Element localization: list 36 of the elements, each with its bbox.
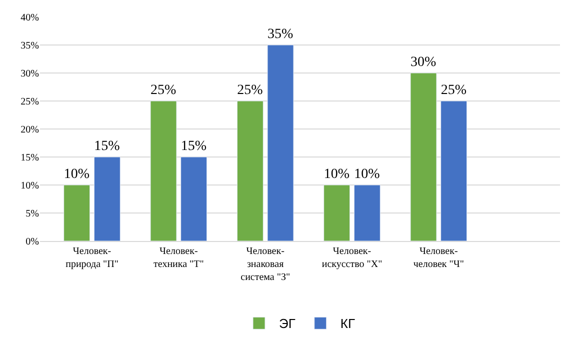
bar bbox=[324, 184, 350, 241]
data-label: 25% bbox=[150, 83, 176, 98]
y-tick-label: 10% bbox=[20, 180, 39, 192]
data-label: 10% bbox=[324, 167, 350, 182]
data-label: 10% bbox=[354, 167, 380, 182]
y-tick-label: 35% bbox=[20, 40, 39, 52]
bar bbox=[267, 44, 294, 241]
x-tick-label: Человек- искусство "Х" bbox=[322, 246, 382, 270]
legend-label: КГ bbox=[340, 316, 356, 332]
y-tick-label: 0% bbox=[26, 236, 39, 248]
bar bbox=[180, 156, 208, 241]
data-label: 25% bbox=[440, 83, 467, 98]
y-tick-label: 15% bbox=[20, 152, 39, 164]
y-tick-label: 25% bbox=[20, 96, 39, 108]
bar bbox=[354, 184, 380, 241]
data-label: 10% bbox=[64, 167, 90, 182]
bar bbox=[64, 184, 90, 241]
bar bbox=[236, 100, 264, 241]
y-tick-label: 20% bbox=[20, 124, 39, 136]
x-tick-label: Человек- знаковая система "З" bbox=[240, 246, 290, 283]
data-label: 15% bbox=[180, 139, 207, 154]
bar bbox=[410, 72, 437, 241]
data-label: 35% bbox=[268, 27, 294, 42]
bar bbox=[94, 156, 120, 241]
y-tick-label: 5% bbox=[26, 208, 39, 220]
data-label: 30% bbox=[410, 55, 436, 70]
data-label: 25% bbox=[237, 83, 264, 98]
x-tick-label: Человек- техника "Т" bbox=[154, 246, 204, 270]
y-tick-label: 40% bbox=[20, 12, 39, 24]
bar bbox=[150, 100, 177, 241]
data-label: 15% bbox=[94, 139, 120, 154]
x-tick-label: Человек- человек "Ч" bbox=[413, 246, 464, 270]
legend-label: ЭГ bbox=[279, 316, 296, 332]
x-tick-label: Человек- природа "П" bbox=[66, 246, 118, 270]
y-tick-label: 30% bbox=[20, 68, 39, 80]
bar bbox=[440, 100, 468, 241]
